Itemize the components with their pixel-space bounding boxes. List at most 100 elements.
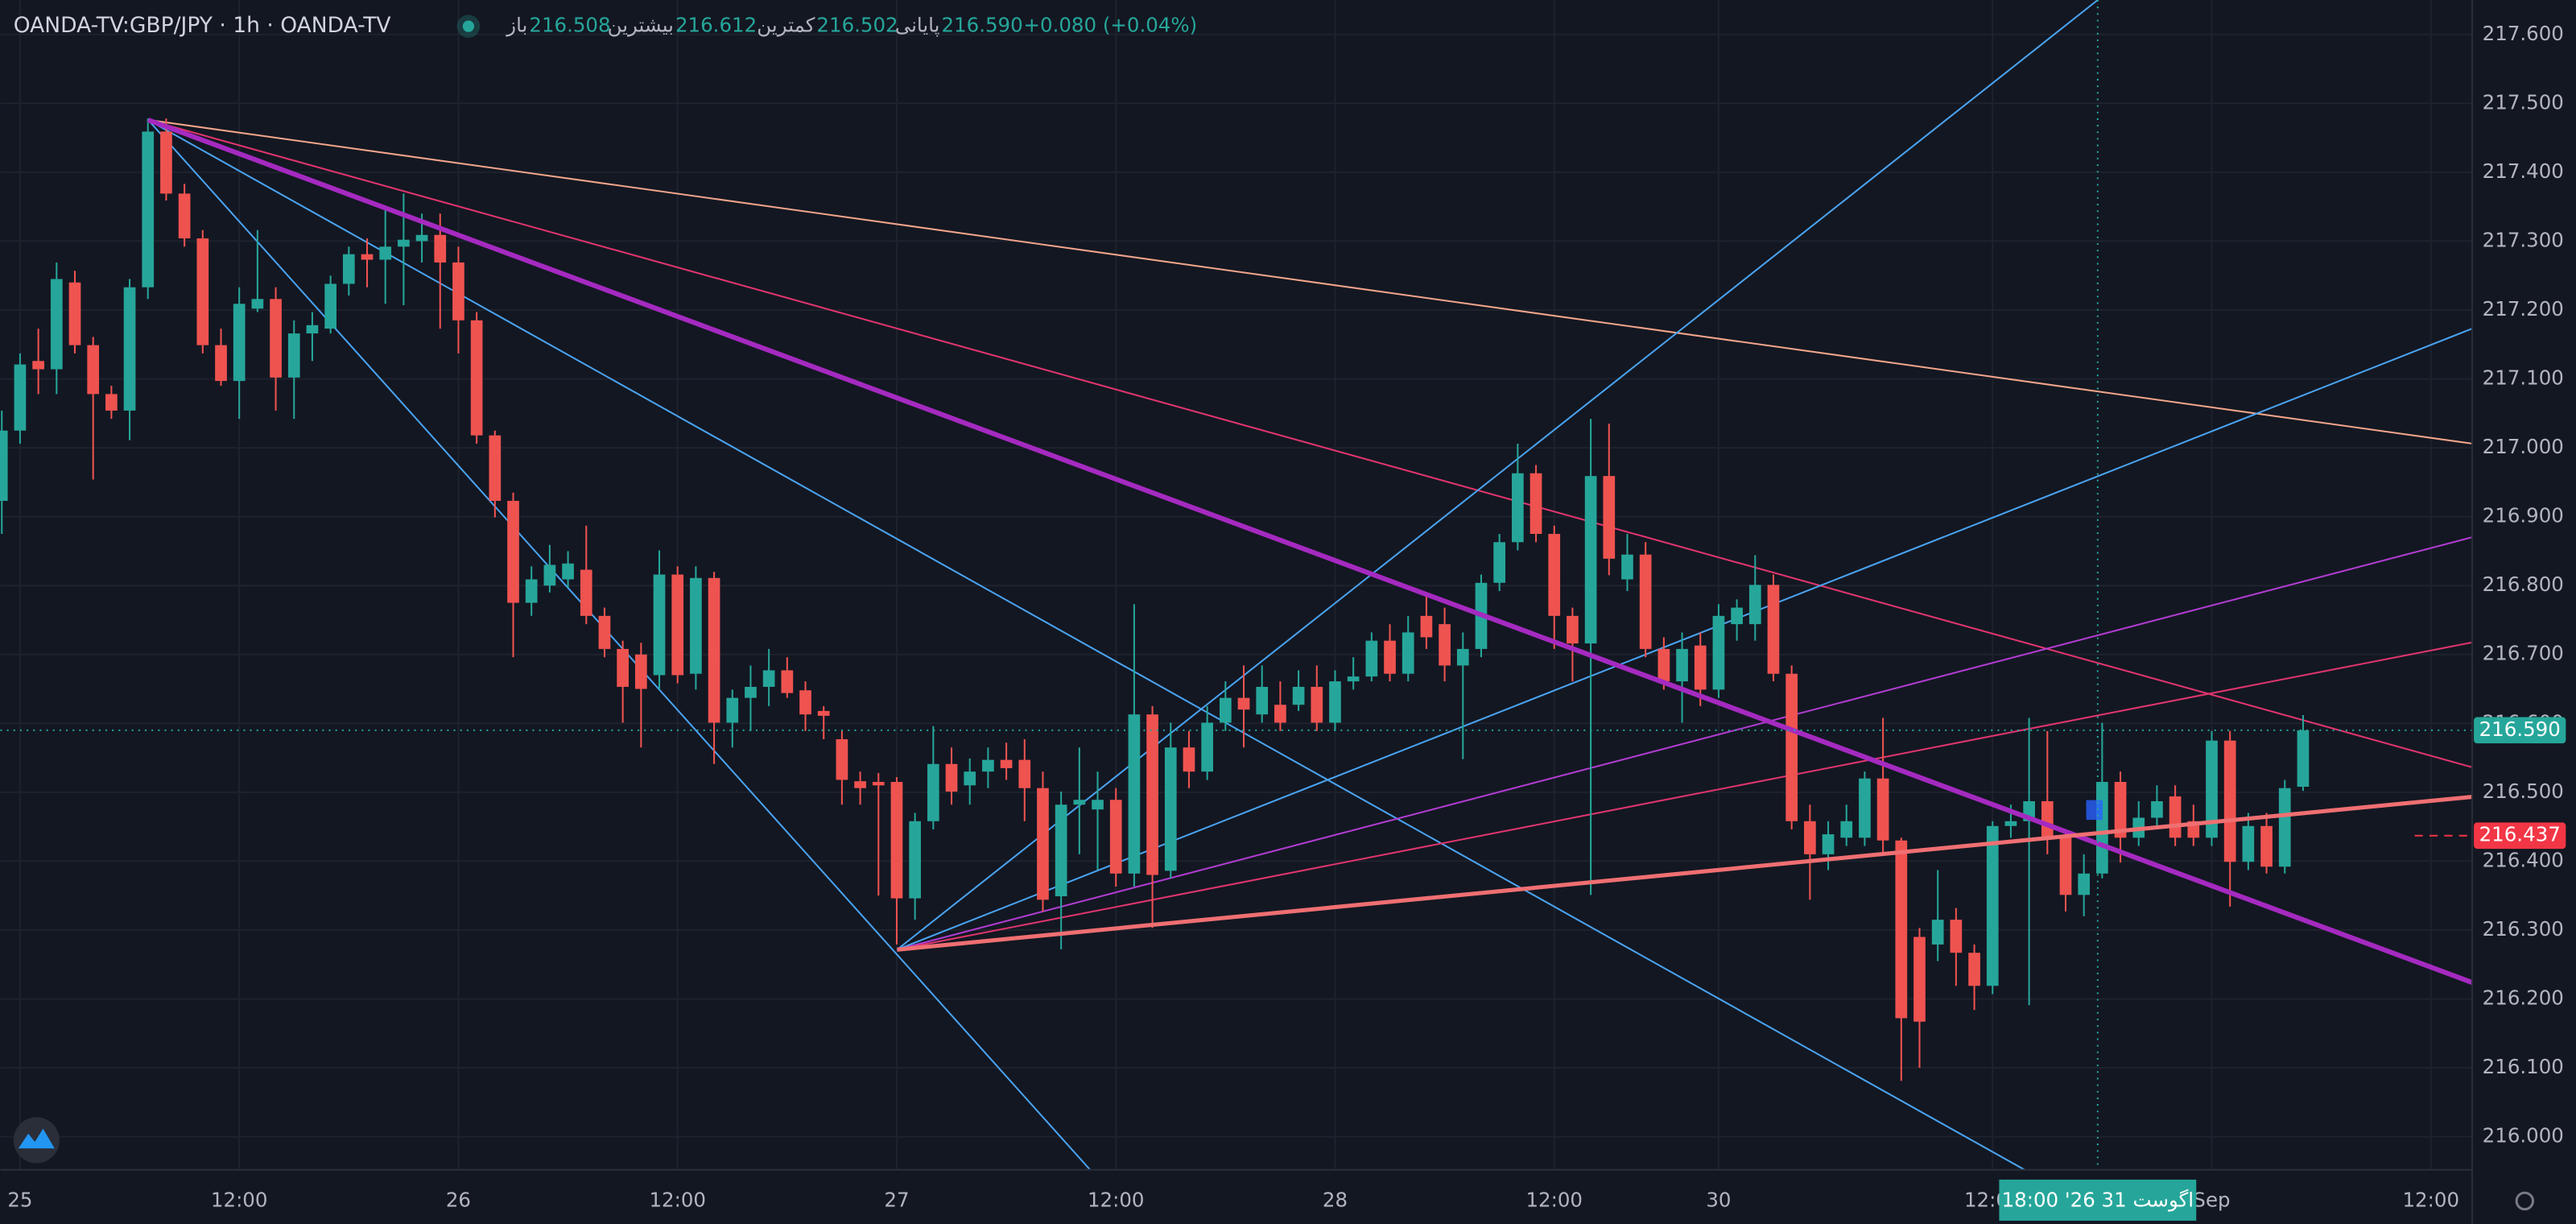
x-tick-label: 25 <box>7 1188 32 1211</box>
candle-body <box>909 821 921 899</box>
candle-body <box>87 345 100 395</box>
candle-body <box>1822 834 1835 854</box>
settings-icon[interactable] <box>2515 1191 2535 1211</box>
candle-body <box>580 569 592 616</box>
candle-body <box>1439 624 1451 666</box>
candle-body <box>1859 778 1871 838</box>
candle-body <box>1037 788 1049 900</box>
candle-body <box>1256 686 1269 715</box>
candle-body <box>1092 800 1104 810</box>
candle-body <box>178 193 191 239</box>
y-tick-label: 217.600 <box>2483 22 2564 45</box>
candle-body <box>361 254 374 260</box>
trend-line <box>147 118 2473 768</box>
candle-body <box>1183 747 1195 772</box>
candle-body <box>2078 873 2091 895</box>
candle-body <box>32 361 44 370</box>
candle-body <box>1603 476 1616 559</box>
x-tick-label: 12:00 <box>1525 1188 1583 1211</box>
candle-body <box>379 246 392 260</box>
candle-body <box>415 234 428 242</box>
candle-body <box>1895 840 1908 1019</box>
candle-body <box>1109 800 1122 874</box>
y-tick-label: 217.500 <box>2483 90 2564 114</box>
candle-body <box>14 364 27 431</box>
candle-body <box>1146 714 1158 875</box>
axes: 216.000 216.100 216.200 216.300 216.400 216.5… <box>7 22 2566 1221</box>
y-tick-label: 216.200 <box>2483 986 2564 1010</box>
candle-body <box>1347 676 1360 682</box>
status-dot <box>462 20 475 32</box>
candle-body <box>1621 554 1633 580</box>
candle-body <box>1731 607 1743 625</box>
candle-body <box>562 563 574 580</box>
candle-body <box>1530 473 1542 535</box>
candle-body <box>452 262 464 320</box>
legend-value: 216.508 <box>529 14 610 37</box>
trend-line <box>897 536 2473 951</box>
price-axis <box>2472 0 2576 1224</box>
candle-body <box>1876 778 1889 841</box>
candle-body <box>1237 697 1250 710</box>
logo <box>13 1117 60 1164</box>
candle-body <box>1986 825 1999 986</box>
candle-body <box>945 763 958 792</box>
y-tick-label: 216.300 <box>2483 917 2564 941</box>
candle-body <box>251 299 264 309</box>
trend-line <box>897 641 2473 951</box>
crosshair-label: 18:00 '26 31 اگوست <box>2002 1188 2194 1211</box>
candle-body <box>854 781 866 788</box>
candle-body <box>745 686 757 698</box>
candle-body <box>1274 705 1286 723</box>
candle-body <box>1767 585 1780 674</box>
drawing-handle <box>2086 800 2103 821</box>
candle-body <box>123 287 136 411</box>
candle-body <box>671 574 684 676</box>
candle-body <box>2260 825 2273 867</box>
candle-body <box>1548 534 1561 616</box>
legend-value: 216.590 <box>942 14 1023 37</box>
candle-body <box>1840 821 1853 838</box>
candle-body <box>1493 542 1506 583</box>
candle-body <box>817 710 830 716</box>
x-tick-label: 26 <box>446 1188 471 1211</box>
candle-body <box>1420 615 1433 638</box>
candle-body <box>2297 730 2310 788</box>
candle-body <box>1639 554 1652 649</box>
settings[interactable] <box>2515 1191 2535 1211</box>
trend-line <box>147 118 2474 985</box>
candle-body <box>1913 937 1926 1022</box>
x-tick-label: Sep <box>2193 1188 2230 1211</box>
y-tick-label: 216.700 <box>2483 642 2564 665</box>
legend-label: پایانی <box>895 14 940 37</box>
drawings-top <box>147 118 2474 985</box>
candle-body <box>708 577 720 723</box>
candle-body <box>196 238 209 345</box>
candle-body <box>105 394 118 411</box>
candle-body <box>617 648 629 687</box>
candle-body <box>1128 714 1141 874</box>
candle-body <box>1456 648 1469 666</box>
y-tick-label: 217.300 <box>2483 228 2564 251</box>
trend-line <box>147 119 2046 1182</box>
candle-body <box>1657 648 1670 682</box>
candle-body <box>762 670 775 687</box>
candle-body <box>2004 821 2017 826</box>
y-tick-label: 217.000 <box>2483 435 2564 458</box>
candle-body <box>1694 645 1707 690</box>
candle-body <box>342 254 355 284</box>
candle-body <box>306 325 319 334</box>
candle-body <box>160 131 172 194</box>
price-tag-label: 216.437 <box>2479 823 2561 846</box>
candle-body <box>1220 697 1232 723</box>
logo-icon <box>18 1128 55 1149</box>
candle-body <box>470 320 483 436</box>
trend-line <box>897 328 2473 951</box>
candle-body <box>836 738 848 780</box>
price-tag-label: 216.590 <box>2479 717 2561 741</box>
candle-body <box>0 430 8 501</box>
candle-body <box>142 131 155 287</box>
y-tick-label: 216.500 <box>2483 779 2564 803</box>
crosshair-tag <box>1999 1179 2197 1221</box>
